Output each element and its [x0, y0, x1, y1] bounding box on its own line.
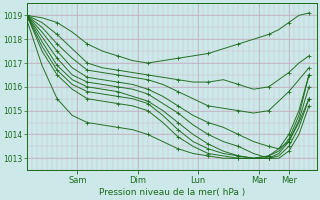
X-axis label: Pression niveau de la mer( hPa ): Pression niveau de la mer( hPa ) [99, 188, 245, 197]
